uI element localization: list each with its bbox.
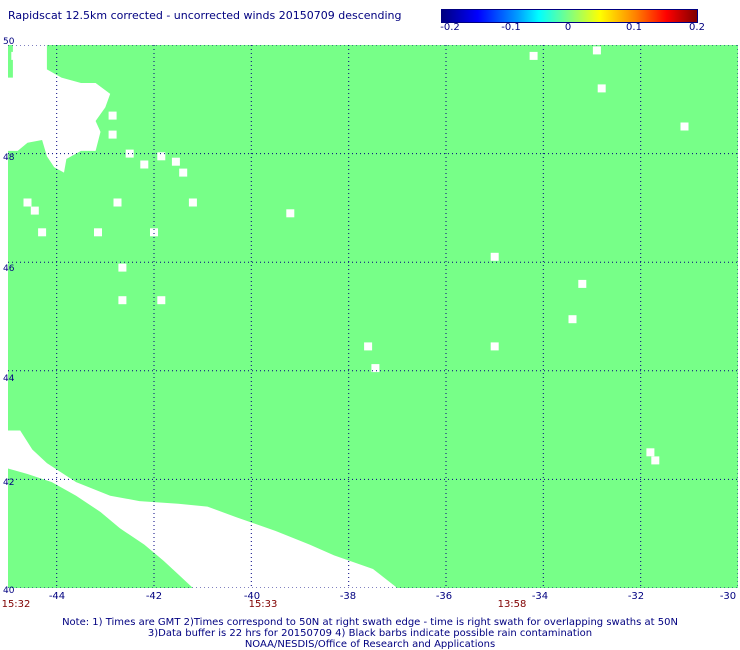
lat-label: 42 (3, 478, 15, 488)
no-data-cell (42, 84, 51, 93)
no-data-cell (113, 198, 122, 207)
no-data-cell (286, 209, 295, 218)
time-label: 13:58 (497, 599, 527, 610)
no-data-cell (568, 315, 577, 324)
no-data-cell (118, 263, 127, 272)
no-data-cell (646, 448, 655, 457)
no-data-region (8, 430, 398, 588)
footnote-line-1: Note: 1) Times are GMT 2)Times correspon… (62, 617, 678, 628)
no-data-cell (364, 342, 373, 351)
no-data-cell (490, 342, 499, 351)
no-data-cell (680, 122, 689, 131)
lon-label: -44 (48, 591, 66, 602)
colorbar-tick-label: 0 (564, 22, 572, 33)
no-data-cell (371, 364, 380, 373)
no-data-cell (23, 198, 32, 207)
no-data-cell (597, 84, 606, 93)
no-data-cell (157, 296, 166, 305)
no-data-cell (38, 228, 47, 237)
no-data-cell (11, 51, 20, 60)
lat-label: 48 (3, 153, 15, 163)
lon-label: -34 (531, 591, 549, 602)
no-data-cell (179, 168, 188, 177)
lon-label: -40 (243, 591, 261, 602)
no-data-cell (157, 152, 166, 161)
footnote-line-2: 3)Data buffer is 22 hrs for 20150709 4) … (147, 628, 593, 639)
no-data-region (8, 45, 111, 173)
no-data-cell (125, 149, 134, 158)
colorbar (441, 9, 698, 23)
colorbar-tick-label: 0.2 (689, 22, 705, 33)
no-data-cell (529, 51, 538, 60)
wind-difference-map (8, 45, 738, 588)
time-label: 15:33 (248, 599, 278, 610)
colorbar-tick-label: -0.2 (440, 22, 460, 33)
lat-label: 50 (3, 37, 15, 47)
lat-label: 40 (3, 586, 15, 596)
lat-label: 44 (3, 374, 15, 384)
no-data-cell (108, 111, 117, 120)
no-data-cell (38, 70, 47, 79)
colorbar-tick-label: 0.1 (626, 22, 642, 33)
no-data-cell (651, 456, 660, 465)
time-label: 15:32 (1, 599, 31, 610)
no-data-cell (150, 228, 158, 237)
lon-label: -32 (627, 591, 645, 602)
lon-label: -38 (339, 591, 357, 602)
map-title: Rapidscat 12.5km corrected - uncorrected… (8, 9, 402, 22)
no-data-cell (592, 46, 601, 55)
footnote-credit: NOAA/NESDIS/Office of Research and Appli… (244, 639, 496, 650)
no-data-cell (490, 252, 499, 261)
no-data-cell (118, 296, 127, 305)
lat-label: 46 (3, 264, 15, 274)
wind-field (8, 45, 738, 588)
no-data-cell (108, 130, 117, 139)
lon-label: -42 (145, 591, 163, 602)
no-data-cell (21, 62, 29, 71)
lon-label: -30 (719, 591, 737, 602)
no-data-cell (188, 198, 197, 207)
lon-label: -36 (435, 591, 453, 602)
no-data-cell (171, 157, 180, 166)
no-data-cell (72, 87, 81, 96)
no-data-cell (94, 228, 102, 237)
colorbar-tick-label: -0.1 (501, 22, 521, 33)
no-data-cell (140, 160, 149, 169)
no-data-cell (578, 279, 587, 288)
no-data-cell (30, 206, 39, 215)
